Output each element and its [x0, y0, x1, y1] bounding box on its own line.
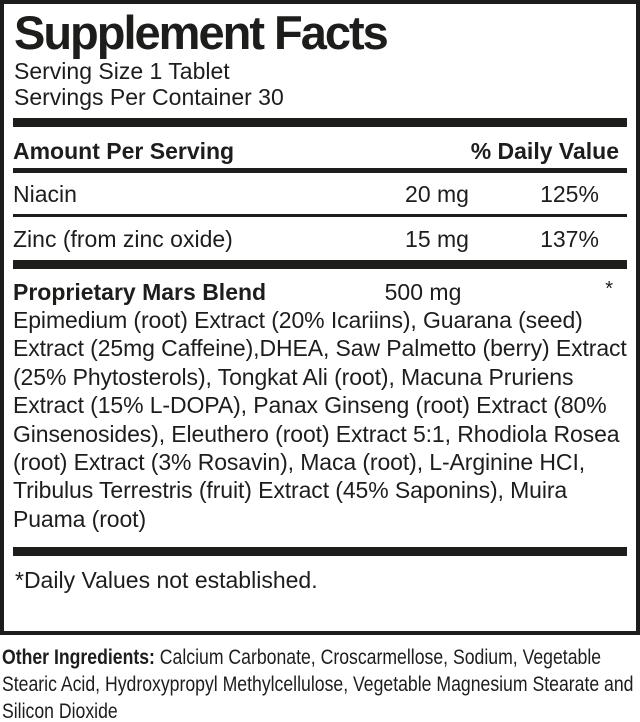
blend-amount: 500 mg: [384, 279, 462, 305]
nutrient-daily-value: 137%: [540, 226, 599, 252]
blend-ingredients: Epimedium (root) Extract (20% Icariins),…: [13, 307, 627, 532]
other-ingredients-text: Calcium Carbonate, Croscarmellose, Sodiu…: [2, 645, 634, 722]
table-row: Zinc (from zinc oxide) 15 mg 137%: [13, 217, 627, 260]
blend-name: Proprietary Mars Blend: [13, 279, 267, 305]
amount-per-serving-header: Amount Per Serving: [13, 138, 235, 164]
supplement-facts-panel: Supplement Facts Serving Size 1 Tablet S…: [0, 0, 640, 635]
nutrient-name: Zinc (from zinc oxide): [13, 226, 233, 252]
other-ingredients-label: Other Ingredients:: [2, 645, 155, 669]
divider-medium: [13, 168, 627, 173]
table-header: Amount Per Serving % Daily Value: [13, 127, 627, 168]
nutrient-daily-value: 125%: [540, 181, 599, 207]
panel-title: Supplement Facts: [14, 6, 389, 59]
divider-thick-blend: [13, 260, 627, 269]
blend-daily-value-asterisk: *: [605, 278, 613, 300]
table-row: Niacin 20 mg 125%: [13, 173, 627, 214]
divider-thick-top: [13, 118, 627, 127]
blend-header-row: Proprietary Mars Blend 500 mg *: [13, 278, 627, 306]
serving-size: Serving Size 1 Tablet: [14, 58, 230, 84]
servings-per-container: Servings Per Container 30: [14, 84, 284, 110]
divider-thick-footnote: [13, 547, 627, 557]
daily-value-footnote: *Daily Values not established.: [15, 567, 318, 594]
serving-info: Serving Size 1 Tablet Servings Per Conta…: [13, 58, 627, 110]
proprietary-blend-section: Proprietary Mars Blend 500 mg * Epimediu…: [13, 269, 627, 547]
other-ingredients: Other Ingredients: Calcium Carbonate, Cr…: [2, 644, 640, 722]
nutrient-amount: 20 mg: [405, 181, 469, 207]
nutrient-amount: 15 mg: [405, 226, 469, 252]
daily-value-header: % Daily Value: [470, 138, 619, 164]
nutrient-name: Niacin: [13, 181, 77, 207]
divider-thin: [13, 214, 627, 217]
